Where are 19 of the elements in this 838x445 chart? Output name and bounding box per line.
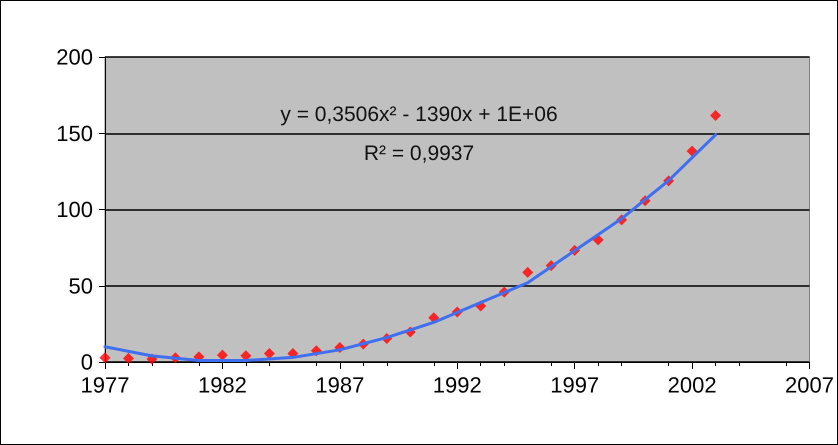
y-tick-label: 0 — [80, 350, 93, 374]
x-tick-label: 1997 — [550, 372, 600, 398]
y-tick-label: 100 — [56, 197, 93, 222]
y-tick-label: 50 — [68, 273, 93, 298]
x-tick-label: 1977 — [80, 372, 130, 398]
point — [122, 352, 134, 364]
x-tick-label: 2007 — [785, 372, 834, 398]
point — [264, 348, 275, 359]
point — [686, 146, 698, 157]
point — [522, 266, 534, 278]
annotation: R² = 0,9937 — [364, 142, 474, 165]
x-tick-label: 1987 — [315, 372, 364, 398]
y-tick-label: 200 — [56, 44, 93, 70]
annotation: y = 0,3506x² - 1390x + 1E+06 — [280, 103, 558, 126]
x-tick-label: 1992 — [432, 372, 482, 398]
x-tick-label: 2002 — [668, 372, 717, 398]
y-tick-label: 150 — [56, 120, 93, 146]
x-tick-label: 1982 — [198, 372, 247, 398]
point — [710, 110, 722, 122]
